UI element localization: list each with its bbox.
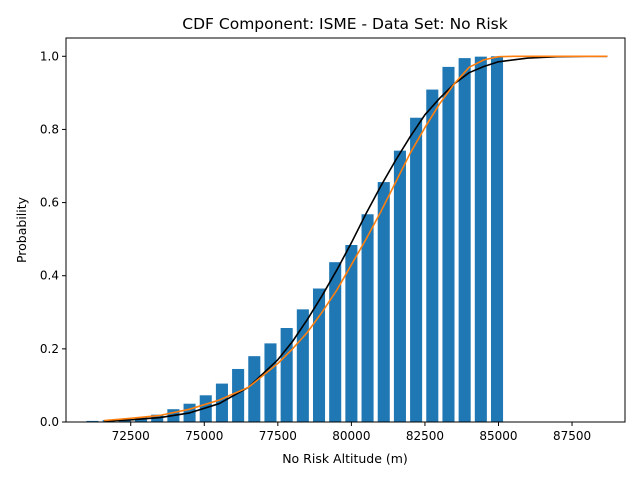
y-tick-label: 0.4 [40, 269, 59, 283]
histogram-bar [232, 368, 245, 422]
histogram-bar [329, 262, 342, 422]
histogram-bar [345, 244, 358, 422]
cdf-curves [104, 55, 608, 422]
y-axis: 0.0 0.2 0.4 0.6 0.8 1.0 [40, 49, 66, 429]
y-axis-label: Probability [14, 196, 29, 263]
y-tick-label: 0.6 [40, 196, 59, 210]
x-tick-label: 87500 [553, 429, 591, 443]
x-tick-label: 77500 [259, 429, 297, 443]
histogram-bar [280, 328, 293, 422]
y-tick-label: 0.0 [40, 415, 59, 429]
y-tick-label: 0.2 [40, 342, 59, 356]
x-axis-label: No Risk Altitude (m) [282, 451, 408, 466]
histogram-bar [86, 420, 99, 422]
histogram-bar [458, 58, 471, 422]
x-tick-label: 75000 [185, 429, 223, 443]
y-tick-label: 0.8 [40, 122, 59, 136]
histogram-bar [377, 182, 390, 422]
chart-title: CDF Component: ISME - Data Set: No Risk [182, 15, 507, 33]
histogram-bar [248, 356, 261, 422]
histogram-bar [474, 56, 487, 422]
histogram-bar [442, 66, 455, 423]
x-tick-label: 80000 [332, 429, 370, 443]
axes-frame [65, 37, 626, 423]
y-tick-label: 1.0 [40, 49, 59, 63]
histogram-bar [426, 89, 439, 423]
histogram-bar [296, 309, 309, 422]
histogram-bar [410, 117, 423, 423]
histogram-bar [393, 150, 406, 422]
cdf-line-black [104, 55, 608, 422]
x-tick-label: 82500 [406, 429, 444, 443]
x-axis: 72500 75000 77500 80000 82500 85000 87500 [112, 422, 591, 443]
histogram-bar [361, 214, 374, 422]
histogram-bar [312, 288, 326, 422]
x-tick-label: 72500 [112, 429, 150, 443]
plot-area [65, 37, 626, 423]
cdf-line-orange [104, 55, 608, 422]
histogram-bars [86, 56, 504, 423]
histogram-bar [490, 56, 504, 423]
x-tick-label: 85000 [479, 429, 517, 443]
histogram-bar [264, 343, 277, 422]
